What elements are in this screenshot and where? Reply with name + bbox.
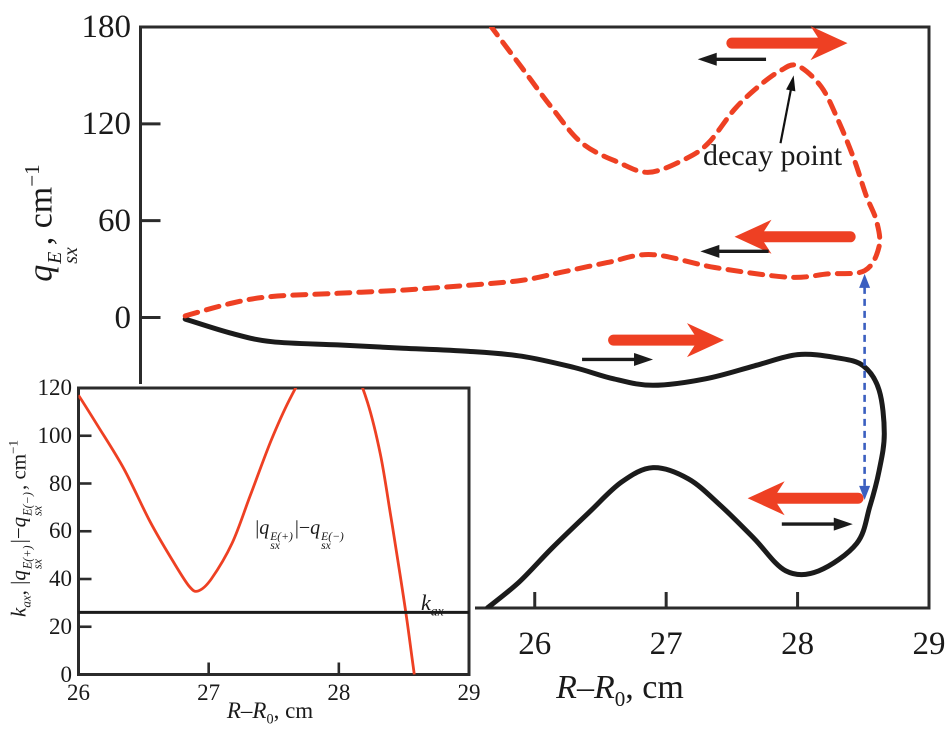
ylabel-q: q — [22, 264, 60, 282]
main-curve-dashed-red — [182, 27, 883, 319]
kax-line-label: kax — [421, 590, 444, 619]
main-y-tick-label: 180 — [81, 9, 132, 45]
main-x-tick-label: 26 — [518, 626, 552, 662]
inset-plot-frame — [77, 386, 471, 676]
inset-x-tick-label: 27 — [197, 679, 221, 705]
inset-y-tick-label: 20 — [49, 613, 72, 639]
inset-curve-red — [78, 388, 416, 675]
inset-y-axis-label: kax, |q E(+) sx |−q E(−) sx, cm−1 — [5, 440, 45, 617]
inset-x-axis-label: R–R0, cm — [226, 698, 314, 728]
inset-plot-svg — [74, 384, 475, 679]
main-y-tick-label: 0 — [114, 299, 132, 336]
decay-point-label: decay point — [703, 139, 843, 172]
main-curve-solid-black — [182, 316, 887, 608]
red-right-arrow — [726, 26, 848, 61]
main-x-tick-label: 28 — [781, 626, 815, 662]
inset-y-tick-label: 100 — [37, 422, 73, 448]
black-left-arrow — [697, 52, 767, 66]
inset-y-tick-label: 120 — [37, 375, 73, 400]
main-x-tick-label: 27 — [649, 626, 683, 662]
inset-y-tick-label: 80 — [49, 470, 72, 496]
inset-y-tick-label: 40 — [49, 566, 72, 591]
decay-pointer-arrow — [779, 75, 796, 144]
inset-curve-label: |q E(+) sx |−q E(−) sx — [255, 517, 344, 553]
ylabel-exp: −1 — [20, 164, 44, 187]
black-right-arrow — [582, 352, 654, 366]
main-y-tick-label: 120 — [81, 105, 132, 142]
jump-double-arrow — [859, 273, 871, 500]
main-x-tick-label: 29 — [912, 626, 946, 662]
main-y-tick-label: 60 — [98, 202, 131, 239]
inset-x-tick-label: 28 — [327, 679, 351, 705]
main-x-axis-label: R–R0, cm — [556, 669, 684, 711]
inset-y-tick-label: 60 — [49, 518, 72, 544]
red-left-arrow — [747, 481, 864, 516]
red-right-arrow — [608, 323, 724, 358]
black-left-arrow — [700, 244, 769, 258]
inset-x-tick-label: 29 — [457, 679, 481, 705]
inset-y-tick-label: 0 — [60, 661, 73, 687]
ylabel-units: , cm — [22, 186, 60, 246]
inset-x-tick-label: 26 — [67, 679, 90, 705]
black-right-arrow — [781, 517, 853, 531]
red-left-arrow — [734, 219, 856, 254]
